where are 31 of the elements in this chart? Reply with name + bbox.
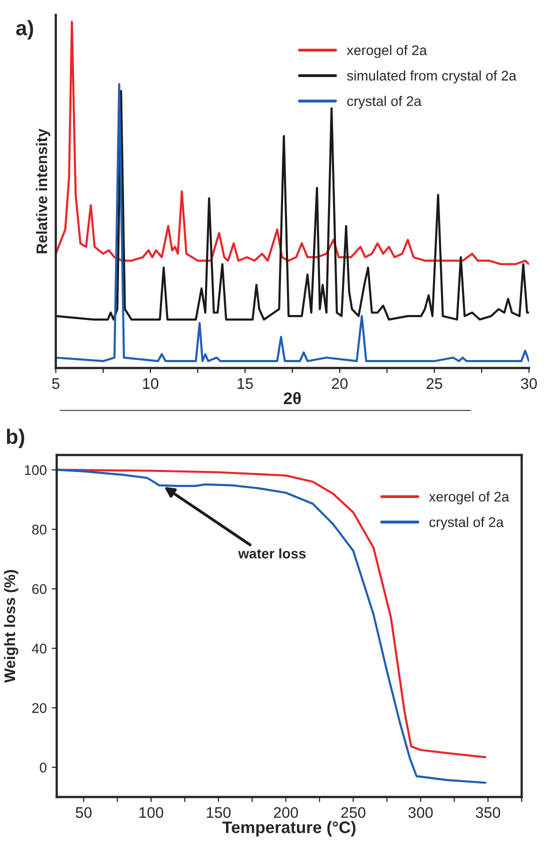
y-tick-label: 0 [40,762,46,772]
y-axis-title: Weight loss (%) [4,570,18,683]
legend-label: crystal of 2a [429,516,504,530]
x-axis-title: Temperature (°C) [222,820,356,837]
x-tick-label: 25 [426,378,442,389]
y-tick-label: 60 [32,584,46,594]
x-tick-label: 250 [341,807,366,818]
legend-label: simulated from crystal of 2a [347,70,516,84]
x-tick-label: 15 [238,378,253,389]
x-tick-label: 30 [521,378,537,389]
legend-label: xerogel of 2a [429,491,510,504]
x-axis-title: 2θ [284,392,301,404]
x-tick-label: 150 [206,807,231,818]
x-tick-label: 300 [408,807,433,818]
y-tick-label: 100 [24,465,46,476]
x-tick-label: 50 [76,807,92,818]
x-tick-label: 20 [332,378,348,389]
y-tick-label: 20 [32,703,46,713]
chart-title: a) [16,20,34,40]
annotation: water loss [238,548,306,558]
x-tick-label: 5 [52,378,60,389]
chart-title: b) [6,428,24,448]
y-axis-title: Relative intensity [36,128,50,254]
x-tick-label: 100 [139,807,164,818]
y-tick-label: 40 [32,644,46,654]
legend-label: xerogel of 2a [346,44,427,58]
x-tick-label: 10 [143,378,158,389]
y-tick-label: 80 [32,524,46,535]
x-tick-label: 350 [476,807,500,818]
x-tick-label: 200 [274,807,298,818]
legend-label: crystal of 2a [347,96,422,109]
